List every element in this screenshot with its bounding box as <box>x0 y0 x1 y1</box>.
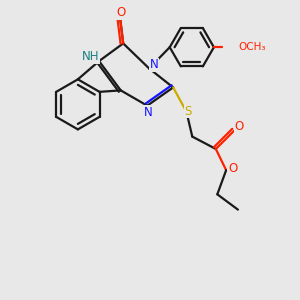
Text: O: O <box>235 120 244 133</box>
Text: O: O <box>228 163 237 176</box>
Text: N: N <box>150 58 159 71</box>
Text: O: O <box>116 6 125 19</box>
Text: N: N <box>144 106 153 119</box>
Text: S: S <box>184 105 192 118</box>
Text: NH: NH <box>82 50 100 64</box>
Text: OCH₃: OCH₃ <box>238 42 266 52</box>
